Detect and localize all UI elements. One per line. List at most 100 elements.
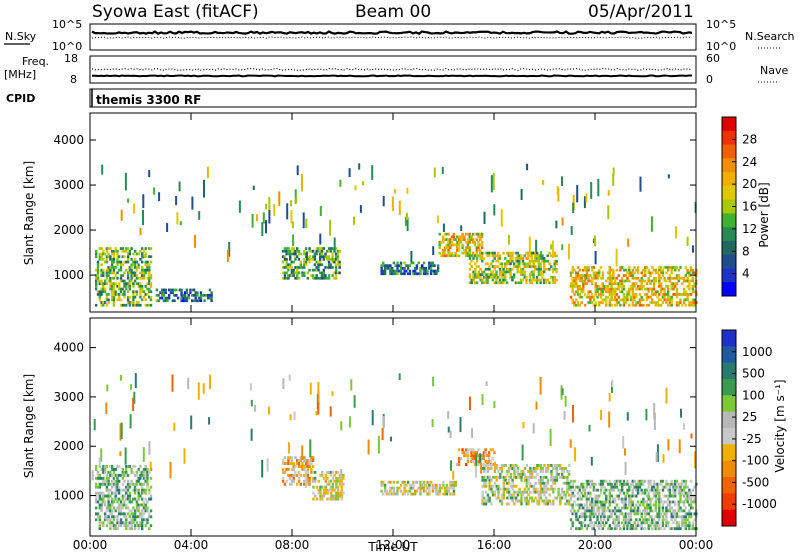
echo-cell [532, 265, 535, 268]
echo-cell [635, 503, 638, 507]
echo-cell [100, 293, 103, 296]
echo-cell [486, 496, 490, 500]
echo-cell [472, 451, 475, 455]
echo-cell [436, 492, 440, 496]
echo-cell [505, 262, 509, 266]
echo-cell [137, 276, 140, 280]
echo-cell [647, 287, 650, 291]
echo-cell [111, 503, 114, 507]
echo-cell [334, 255, 338, 258]
echo-cell [545, 502, 548, 506]
echo-cell [296, 165, 299, 176]
echo-cell [661, 274, 665, 277]
echo-cell [206, 166, 209, 178]
echo-cell [123, 279, 126, 283]
echo-cell [304, 462, 308, 465]
echo-cell [686, 497, 689, 501]
echo-cell [484, 262, 488, 266]
echo-cell [431, 261, 434, 265]
echo-cell [454, 251, 457, 255]
echo-cell [111, 473, 114, 477]
echo-cell [481, 496, 484, 500]
echo-cell [161, 294, 164, 297]
echo-cell [663, 518, 666, 522]
echo-cell [333, 488, 336, 492]
colorbar-swatch [722, 362, 736, 380]
echo-cell [651, 488, 654, 492]
echo-cell [580, 515, 583, 519]
echo-cell [603, 479, 606, 483]
echo-cell [144, 268, 147, 272]
echo-cell [689, 279, 693, 283]
echo-cell [677, 268, 680, 272]
echo-cell [116, 479, 119, 483]
echo-cell [331, 247, 334, 250]
echo-cell [149, 461, 152, 471]
echo-cell [583, 491, 587, 495]
echo-cell [592, 295, 596, 299]
echo-cell [103, 503, 107, 507]
echo-cell [622, 298, 626, 302]
echo-cell [635, 276, 638, 280]
echo-cell [149, 260, 153, 264]
echo-cell [450, 240, 454, 244]
echo-cell [331, 476, 334, 480]
echo-cell [628, 512, 631, 516]
echo-cell [675, 290, 679, 294]
echo-cell [624, 494, 627, 498]
echo-cell [144, 509, 147, 513]
echo-cell [585, 527, 589, 531]
echo-cell [126, 485, 130, 489]
echo-cell [133, 391, 136, 404]
echo-cell [285, 252, 288, 256]
echo-cell [205, 294, 208, 297]
echo-cell [128, 509, 131, 513]
echo-cell [328, 497, 331, 501]
echo-cell [624, 497, 627, 501]
echo-cell [617, 301, 620, 304]
echo-cell [670, 500, 673, 504]
echo-cell [463, 251, 466, 255]
echo-cell [308, 249, 311, 253]
echo-cell [142, 476, 146, 480]
echo-cell [645, 303, 649, 307]
echo-cell [622, 268, 626, 272]
echo-cell [125, 518, 128, 522]
echo-cell [497, 276, 500, 279]
echo-cell [168, 296, 171, 300]
echo-cell [631, 295, 634, 299]
echo-cell [141, 524, 144, 528]
echo-cell [647, 295, 650, 299]
echo-cell [573, 494, 576, 498]
echo-cell [294, 271, 297, 275]
echo-cell [450, 235, 454, 239]
echo-cell [677, 509, 680, 513]
echo-cell [146, 268, 149, 272]
echo-cell [688, 287, 691, 291]
echo-cell [317, 381, 320, 395]
echo-cell [605, 509, 608, 513]
echo-cell [642, 500, 645, 504]
echo-cell [353, 216, 355, 225]
echo-cell [358, 163, 361, 170]
echo-cell [580, 301, 583, 304]
echo-cell [283, 271, 287, 275]
echo-cell [139, 227, 142, 236]
echo-cell [647, 303, 650, 307]
echo-cell [635, 488, 638, 492]
echo-cell [128, 303, 131, 307]
echo-cell [498, 262, 502, 266]
echo-cell [133, 279, 137, 283]
echo-cell [546, 499, 550, 503]
echo-cell [403, 483, 406, 487]
echo-cell [287, 459, 290, 462]
echo-cell [401, 272, 404, 276]
echo-cell [591, 479, 594, 483]
echo-cell [582, 287, 585, 291]
echo-cell [130, 512, 133, 516]
echo-cell [149, 509, 153, 513]
echo-cell [606, 515, 610, 519]
echo-cell [294, 252, 297, 256]
echo-cell [647, 518, 650, 522]
echo-cell [149, 497, 153, 501]
